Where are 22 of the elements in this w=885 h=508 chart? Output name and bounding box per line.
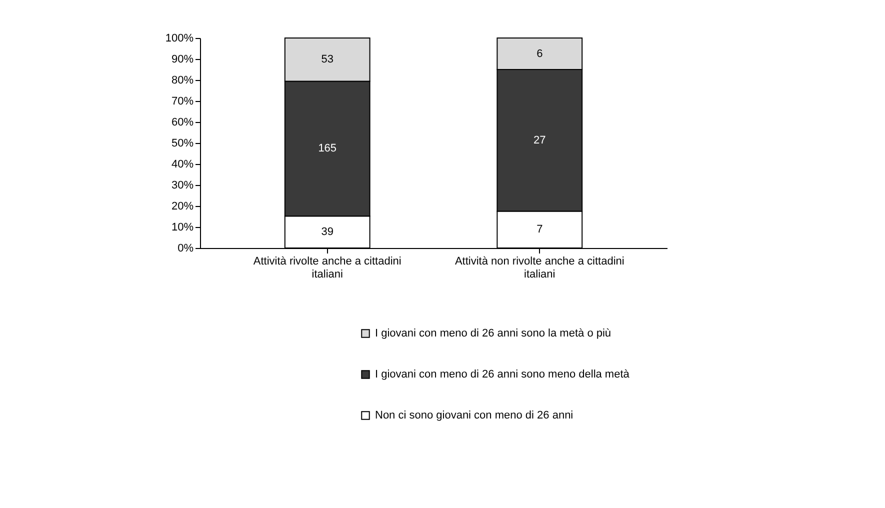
annotation: 6 [536, 48, 543, 60]
y-tick-label: 90% [171, 54, 194, 66]
y-tick-label: 10% [171, 222, 194, 234]
legend-label: I giovani con meno di 26 anni sono meno della metà [375, 368, 630, 380]
annotation: 27 [534, 134, 546, 146]
annotation: 53 [321, 54, 334, 66]
annotation: 39 [321, 226, 334, 238]
y-tick-label: 30% [171, 180, 194, 192]
y-tick-label: 60% [171, 116, 194, 128]
y-tick-label: 20% [171, 200, 194, 212]
annotation: 165 [318, 142, 337, 155]
y-tick-label: 100% [165, 32, 194, 44]
x-tick-label: Attività rivolte anche a cittadini italiani [253, 256, 402, 280]
y-tick-label: 40% [171, 158, 194, 170]
annotation: 7 [536, 224, 543, 236]
y-tick-label: 70% [171, 96, 194, 108]
y-tick-label: 0% [178, 242, 194, 254]
legend-label: Non ci sono giovani con meno di 26 anni [375, 410, 574, 422]
x-tick-label: Attività non rivolte anche a cittadini italiani [454, 256, 624, 280]
y-tick-label: 80% [171, 74, 194, 86]
y-tick-label: 50% [171, 138, 194, 150]
legend-label: I giovani con meno di 26 anni sono la metà o più [375, 328, 612, 340]
